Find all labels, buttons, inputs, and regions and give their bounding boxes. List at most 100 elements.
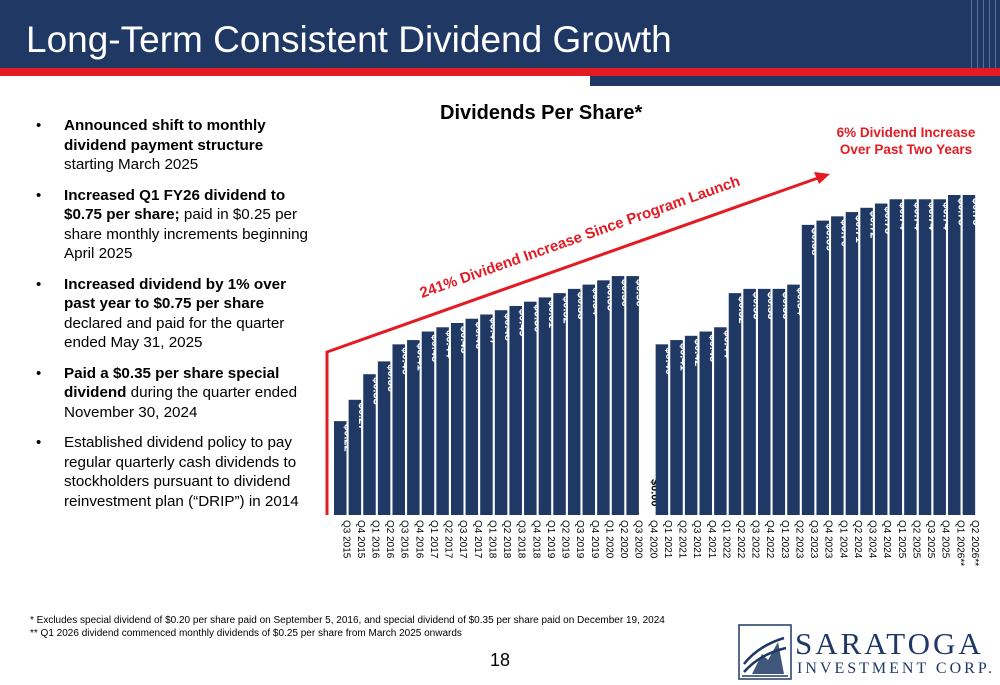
bar [787, 284, 800, 515]
bar [874, 203, 888, 516]
arrowhead-icon [814, 172, 830, 184]
bar [348, 399, 362, 515]
x-tick-label: Q3 2025 [925, 520, 936, 559]
company-logo: SARATOGA INVESTMENT CORP. [738, 624, 1000, 682]
x-tick-label: Q4 2022 [764, 520, 775, 559]
bar [334, 421, 347, 515]
x-tick-label: Q4 2025 [940, 520, 951, 559]
growth-arrow-line [325, 176, 819, 515]
x-tick-label: Q3 2019 [574, 520, 585, 559]
bar [450, 323, 464, 515]
x-tick-label: Q1 2026** [954, 520, 965, 566]
page-number: 18 [490, 650, 511, 670]
x-tick-label: Q3 2021 [691, 520, 702, 559]
bullet-text: Established dividend policy to pay regul… [64, 434, 299, 510]
bar [538, 297, 552, 515]
bar [860, 207, 873, 516]
bar [421, 331, 435, 515]
growth-callout: 6% Dividend Increase Over Past Two Years [836, 125, 976, 157]
bar [918, 199, 932, 515]
x-tick-label: Q4 2019 [589, 520, 600, 559]
x-tick-label: Q3 2016 [399, 520, 410, 559]
data-label: $0.75 [970, 198, 982, 226]
bar [363, 374, 376, 515]
bar [597, 280, 610, 515]
bar [392, 344, 405, 515]
bullet-bold-text: Paid a $0.35 per share special dividend [64, 364, 280, 402]
bar [801, 224, 815, 515]
bullet-text: declared and paid for the quarter ended … [64, 314, 285, 352]
bar [933, 199, 946, 515]
bar [948, 195, 961, 515]
bar [962, 195, 976, 515]
x-tick-label: Q1 2019 [545, 520, 556, 559]
bar [567, 288, 581, 515]
x-tick-label: Q3 2022 [750, 520, 761, 559]
page-title: Long-Term Consistent Dividend Growth [26, 19, 672, 60]
x-tick-label: Q1 2020 [603, 520, 614, 559]
bar [816, 220, 829, 515]
x-tick-label: Q1 2022 [720, 520, 731, 559]
bar [494, 310, 508, 515]
x-tick-label: Q3 2023 [808, 520, 819, 559]
chart-title: Dividends Per Share* [440, 102, 643, 124]
footnote: ** Q1 2026 dividend commenced monthly di… [30, 628, 462, 639]
title-banner: Long-Term Consistent Dividend Growth [0, 0, 1000, 68]
bar [524, 301, 537, 515]
banner-stripes [966, 0, 1000, 68]
x-tick-label: Q1 2016 [369, 520, 380, 559]
x-tick-label: Q3 2018 [516, 520, 527, 559]
x-tick-label: Q2 2024 [852, 520, 863, 559]
bar [728, 293, 742, 515]
bullet-bold-text: Increased dividend by 1% over past year … [64, 275, 286, 313]
bullet-bold-text: Increased Q1 FY26 dividend to $0.75 per … [64, 186, 286, 224]
bar [904, 199, 917, 515]
x-tick-label: Q4 2017 [472, 520, 483, 559]
x-tick-label: Q1 2024 [837, 520, 848, 559]
bullet-text: during the quarter ended November 30, 20… [64, 384, 298, 421]
bar [553, 293, 566, 515]
bullet-item: Paid a $0.35 per share special dividend … [34, 364, 309, 423]
x-tick-label: Q1 2017 [428, 520, 439, 559]
accent-bar-dark [590, 76, 1000, 86]
x-tick-label: Q2 2026** [969, 520, 980, 566]
growth-arrow-label: 241% Dividend Increase Since Program Lau… [418, 173, 743, 302]
bar [582, 284, 596, 515]
x-tick-label: Q3 2015 [340, 520, 351, 559]
bar [889, 199, 903, 515]
x-tick-label: Q1 2021 [662, 520, 673, 559]
x-tick-label: Q2 2023 [793, 520, 804, 559]
key-points-list: Announced shift to monthly dividend paym… [34, 116, 309, 522]
bar [480, 314, 493, 515]
x-tick-label: Q2 2019 [560, 520, 571, 559]
bullet-item: Announced shift to monthly dividend paym… [34, 116, 309, 175]
bar [655, 344, 669, 515]
bar [377, 361, 391, 515]
bullet-item: Established dividend policy to pay regul… [34, 433, 309, 511]
bar [611, 276, 625, 515]
bullet-text: starting March 2025 [64, 156, 199, 173]
bar [714, 327, 727, 515]
bar [509, 305, 522, 515]
x-tick-label: Q3 2024 [867, 520, 878, 559]
x-tick-label: Q2 2021 [677, 520, 688, 559]
bar [407, 340, 420, 515]
x-tick-label: Q4 2015 [355, 520, 366, 559]
x-tick-label: Q2 2018 [501, 520, 512, 559]
bar [699, 331, 712, 515]
bullet-text: paid in $0.25 per share monthly incremen… [64, 206, 308, 262]
footnotes: * Excludes special dividend of $0.20 per… [30, 614, 665, 640]
x-tick-label: Q2 2017 [443, 520, 454, 559]
x-tick-label: Q2 2025 [910, 520, 921, 559]
bar [670, 340, 683, 515]
bar [684, 335, 698, 515]
x-tick-label: Q3 2017 [457, 520, 468, 559]
footnote: * Excludes special dividend of $0.20 per… [30, 615, 665, 626]
x-tick-label: Q4 2021 [706, 520, 717, 559]
bar [772, 288, 786, 515]
x-tick-label: Q1 2018 [486, 520, 497, 559]
x-tick-label: Q4 2016 [413, 520, 424, 559]
logo-subtitle: INVESTMENT CORP. [797, 660, 995, 677]
